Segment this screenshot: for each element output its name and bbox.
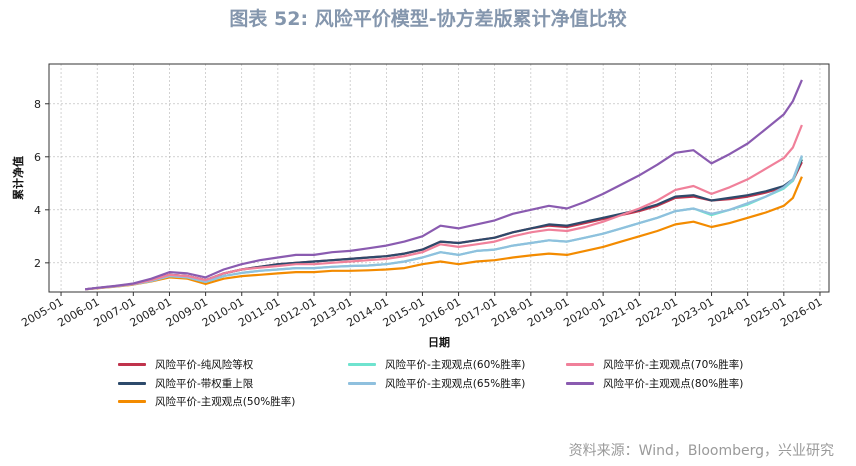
series-line: [85, 176, 803, 291]
legend-label: 风险平价-带权重上限: [155, 378, 254, 390]
legend-label: 风险平价-纯风险等权: [155, 359, 254, 371]
y-axis-label: 累计净值: [11, 156, 25, 200]
y-tick-label: 6: [34, 151, 41, 164]
legend-label: 风险平价-主观观点(50%胜率): [155, 396, 296, 408]
legend-item: 风险平价-带权重上限: [118, 376, 253, 391]
legend-item: 风险平价-纯风险等权: [118, 357, 253, 372]
y-axis-ticks: 2 4 6 8: [34, 98, 49, 270]
legend-item: 风险平价-主观观点(70%胜率): [566, 357, 743, 372]
legend-label: 风险平价-主观观点(70%胜率): [603, 359, 744, 371]
legend-label: 风险平价-主观观点(80%胜率): [603, 378, 744, 390]
series-line: [84, 158, 803, 291]
series-lines: [84, 79, 803, 291]
x-axis-label: 日期: [428, 335, 450, 349]
x-tick-label: 2026-01: [778, 295, 824, 329]
series-line: [84, 79, 803, 291]
y-tick-label: 4: [34, 204, 41, 217]
legend-label: 风险平价-主观观点(65%胜率): [385, 378, 526, 390]
source-note: 资料来源：Wind，Bloomberg，兴业研究: [568, 443, 834, 459]
legend-swatch: [118, 400, 146, 403]
legend-swatch: [348, 382, 376, 385]
grid-lines: [49, 64, 829, 292]
series-line: [84, 155, 803, 291]
legend-item: 风险平价-主观观点(50%胜率): [118, 394, 295, 409]
legend-item: 风险平价-主观观点(65%胜率): [348, 376, 525, 391]
x-axis-ticks: 2005-012006-012007-012008-012009-012010-…: [19, 292, 824, 330]
legend-label: 风险平价-主观观点(60%胜率): [385, 359, 526, 371]
legend-item: 风险平价-主观观点(60%胜率): [348, 357, 525, 372]
chart-title: 图表 52: 风险平价模型-协方差版累计净值比较: [229, 8, 627, 30]
plot-frame: [48, 63, 830, 293]
y-tick-label: 2: [34, 257, 41, 270]
y-tick-label: 8: [34, 98, 41, 111]
legend-swatch: [566, 382, 594, 385]
legend: 风险平价-纯风险等权 风险平价-主观观点(60%胜率) 风险平价-主观观点(70…: [118, 357, 818, 413]
legend-swatch: [118, 382, 146, 385]
legend-swatch: [118, 363, 146, 366]
series-line: [84, 124, 803, 291]
legend-swatch: [566, 363, 594, 366]
legend-swatch: [348, 363, 376, 366]
legend-item: 风险平价-主观观点(80%胜率): [566, 376, 743, 391]
